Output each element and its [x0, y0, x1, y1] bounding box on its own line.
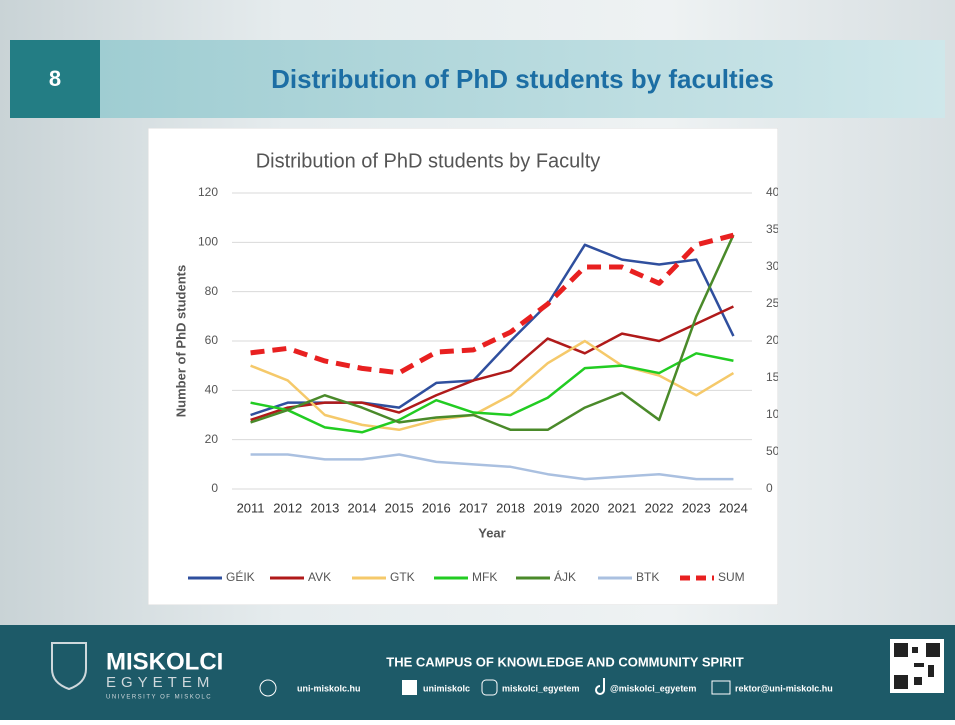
tiktok-icon — [596, 678, 604, 694]
legend-label: AVK — [308, 570, 331, 584]
legend-label: BTK — [636, 570, 659, 584]
slogan: THE CAMPUS OF KNOWLEDGE AND COMMUNITY SP… — [386, 654, 744, 669]
legend-label: GÉIK — [226, 569, 255, 584]
y2-tick-label: 300 — [766, 259, 778, 273]
y-axis-label: Number of PhD students — [173, 265, 188, 417]
footer: MISKOLCI EGYETEM UNIVERSITY OF MISKOLC T… — [0, 625, 955, 720]
x-axis-label: Year — [478, 525, 505, 540]
y2-tick-label: 400 — [766, 185, 778, 199]
y2-tick-label: 350 — [766, 222, 778, 236]
x-tick-label: 2023 — [682, 500, 711, 515]
link[interactable]: unimiskolc — [423, 683, 470, 693]
y-tick-label: 0 — [211, 481, 218, 495]
university-name: MISKOLCI — [106, 648, 223, 675]
slide-number: 8 — [10, 40, 100, 118]
x-tick-label: 2022 — [645, 500, 674, 515]
y2-tick-label: 0 — [766, 481, 773, 495]
title-bar: Distribution of PhD students by facultie… — [100, 40, 945, 118]
slide-title: Distribution of PhD students by facultie… — [271, 64, 774, 95]
link[interactable]: @miskolci_egyetem — [610, 683, 696, 693]
y-tick-label: 60 — [205, 333, 219, 347]
x-tick-label: 2020 — [570, 500, 599, 515]
y2-tick-label: 150 — [766, 370, 778, 384]
y2-tick-label: 100 — [766, 407, 778, 421]
y-tick-label: 20 — [205, 432, 219, 446]
university-english: UNIVERSITY OF MISKOLC — [106, 695, 212, 701]
x-tick-label: 2014 — [348, 500, 377, 515]
y2-tick-label: 200 — [766, 333, 778, 347]
footer-graphics: MISKOLCI EGYETEM UNIVERSITY OF MISKOLC T… — [0, 625, 955, 720]
y-tick-label: 120 — [198, 185, 218, 199]
legend-label: GTK — [390, 570, 415, 584]
y-tick-label: 100 — [198, 235, 218, 249]
x-tick-label: 2018 — [496, 500, 525, 515]
chart: Distribution of PhD students by Faculty … — [148, 128, 778, 605]
x-tick-label: 2011 — [237, 500, 265, 515]
slide: 8 Distribution of PhD students by facult… — [0, 0, 955, 720]
x-tick-label: 2012 — [273, 500, 302, 515]
university-name-2: EGYETEM — [106, 674, 214, 691]
y2-tick-label: 50 — [766, 444, 778, 458]
y-tick-label: 40 — [205, 383, 219, 397]
x-tick-label: 2015 — [385, 500, 414, 515]
legend-label: ÁJK — [554, 569, 576, 584]
legend-label: SUM — [718, 570, 745, 584]
chart-title: Distribution of PhD students by Faculty — [256, 150, 601, 172]
x-tick-label: 2024 — [719, 500, 748, 515]
x-tick-label: 2016 — [422, 500, 451, 515]
mail-icon — [712, 681, 730, 694]
chart-background — [148, 128, 778, 605]
x-tick-label: 2019 — [533, 500, 562, 515]
x-tick-label: 2017 — [459, 500, 488, 515]
link[interactable]: miskolci_egyetem — [502, 683, 580, 693]
x-tick-label: 2013 — [310, 500, 339, 515]
x-tick-label: 2021 — [608, 500, 637, 515]
facebook-icon — [402, 680, 417, 695]
web-icon — [260, 680, 276, 696]
legend-label: MFK — [472, 570, 497, 584]
y-tick-label: 80 — [205, 284, 219, 298]
logo-crest — [52, 643, 86, 689]
y2-tick-label: 250 — [766, 296, 778, 310]
instagram-icon — [482, 680, 497, 695]
link[interactable]: uni-miskolc.hu — [297, 683, 361, 693]
link[interactable]: rektor@uni-miskolc.hu — [735, 683, 833, 693]
